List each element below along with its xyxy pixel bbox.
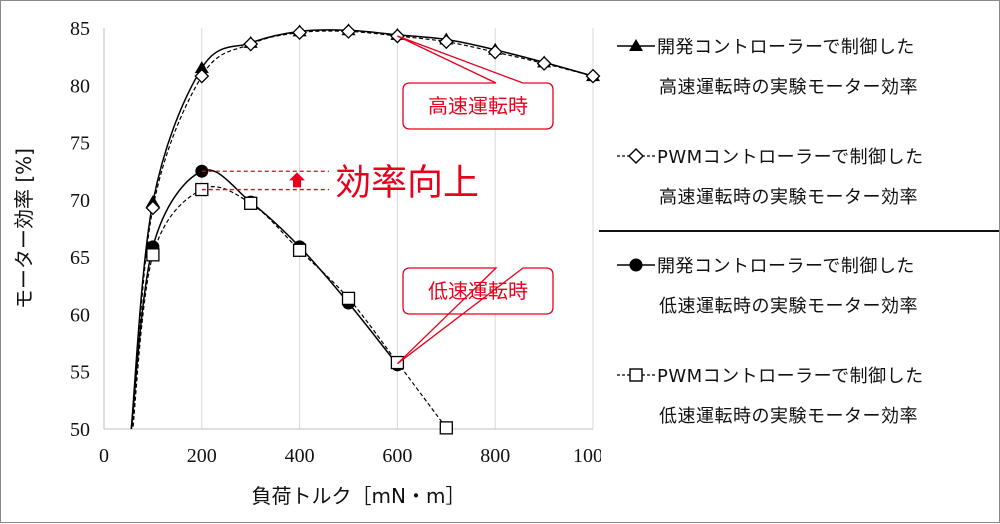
data-point-marker [292,25,308,41]
legend-label-line2: 高速運転時の実験モーター効率 [659,77,918,98]
legend-item-pwm-high: PWMコントローラーで制御した 高速運転時の実験モーター効率 [615,144,995,210]
data-point-marker [341,24,356,39]
y-tick-label: 70 [70,190,90,212]
legend-item-dev-high: 開発コントローラーで制御した 高速運転時の実験モーター効率 [615,34,995,100]
x-tick-label: 800 [480,445,510,467]
legend-label-line1: 開発コントローラーで制御した [657,37,915,58]
y-tick-label: 50 [70,419,90,441]
data-point-marker [390,355,405,370]
series-line-2 [130,169,398,429]
data-point-marker [194,68,210,84]
legend-divider [599,230,999,232]
y-tick-label: 65 [70,247,90,269]
x-axis-title: 負荷トルク［mN・m］ [252,484,466,508]
high-speed-callout [397,35,554,130]
data-point-marker [585,68,601,84]
up-arrow-icon [289,172,305,188]
legend-swatch-dev-low [617,258,655,272]
data-point-marker [487,44,503,60]
legend-label-line1: PWMコントローラーで制御した [657,147,924,168]
legend-label-line2: 低速運転時の実験モーター効率 [659,296,918,317]
high-speed-label: 高速運転時 [428,94,528,118]
data-point-marker [341,291,356,306]
legend-swatch-pwm-high [617,148,655,164]
legend-swatch-pwm-low [617,368,655,382]
low-speed-callout [396,267,554,365]
data-point-marker [146,248,160,262]
legend-item-dev-low: 開発コントローラーで制御した 低速運転時の実験モーター効率 [615,253,995,319]
data-point-marker [292,243,307,257]
low-speed-label: 低速運転時 [428,279,528,303]
y-tick-label: 80 [70,75,90,97]
data-point-marker [194,61,209,74]
data-point-marker [145,200,161,216]
legend-label-line2: 高速運転時の実験モーター効率 [659,187,918,208]
x-tick-label: 1000 [573,445,601,467]
data-point-marker [536,56,552,71]
x-tick-label: 600 [382,445,412,467]
plot-area: 0 200 400 600 800 1000 50 55 60 65 70 75 80 85 負荷トルク［m… [12,18,601,508]
y-tick-label: 55 [70,362,90,384]
legend-swatch-dev-high [617,39,655,51]
x-tick-label: 400 [285,445,315,467]
data-point-marker [438,34,454,50]
data-point-marker [439,421,453,435]
data-point-marker [243,36,259,52]
y-tick-label: 75 [70,133,90,155]
y-tick-label: 60 [70,304,90,326]
x-tick-label: 0 [99,445,109,467]
legend-label-line1: 開発コントローラーで制御した [657,256,915,277]
series-line-3 [132,186,447,429]
legend-label-line1: PWMコントローラーで制御した [657,366,924,387]
y-axis-title: モーター効率 [%] [12,148,36,309]
data-point-marker [244,196,258,210]
legend-item-pwm-low: PWMコントローラーで制御した 低速運転時の実験モーター効率 [615,363,995,429]
x-tick-label: 200 [187,445,217,467]
legend-label-line2: 低速運転時の実験モーター効率 [659,406,918,427]
y-tick-label: 85 [70,18,90,40]
improvement-label: 効率向上 [335,162,479,203]
